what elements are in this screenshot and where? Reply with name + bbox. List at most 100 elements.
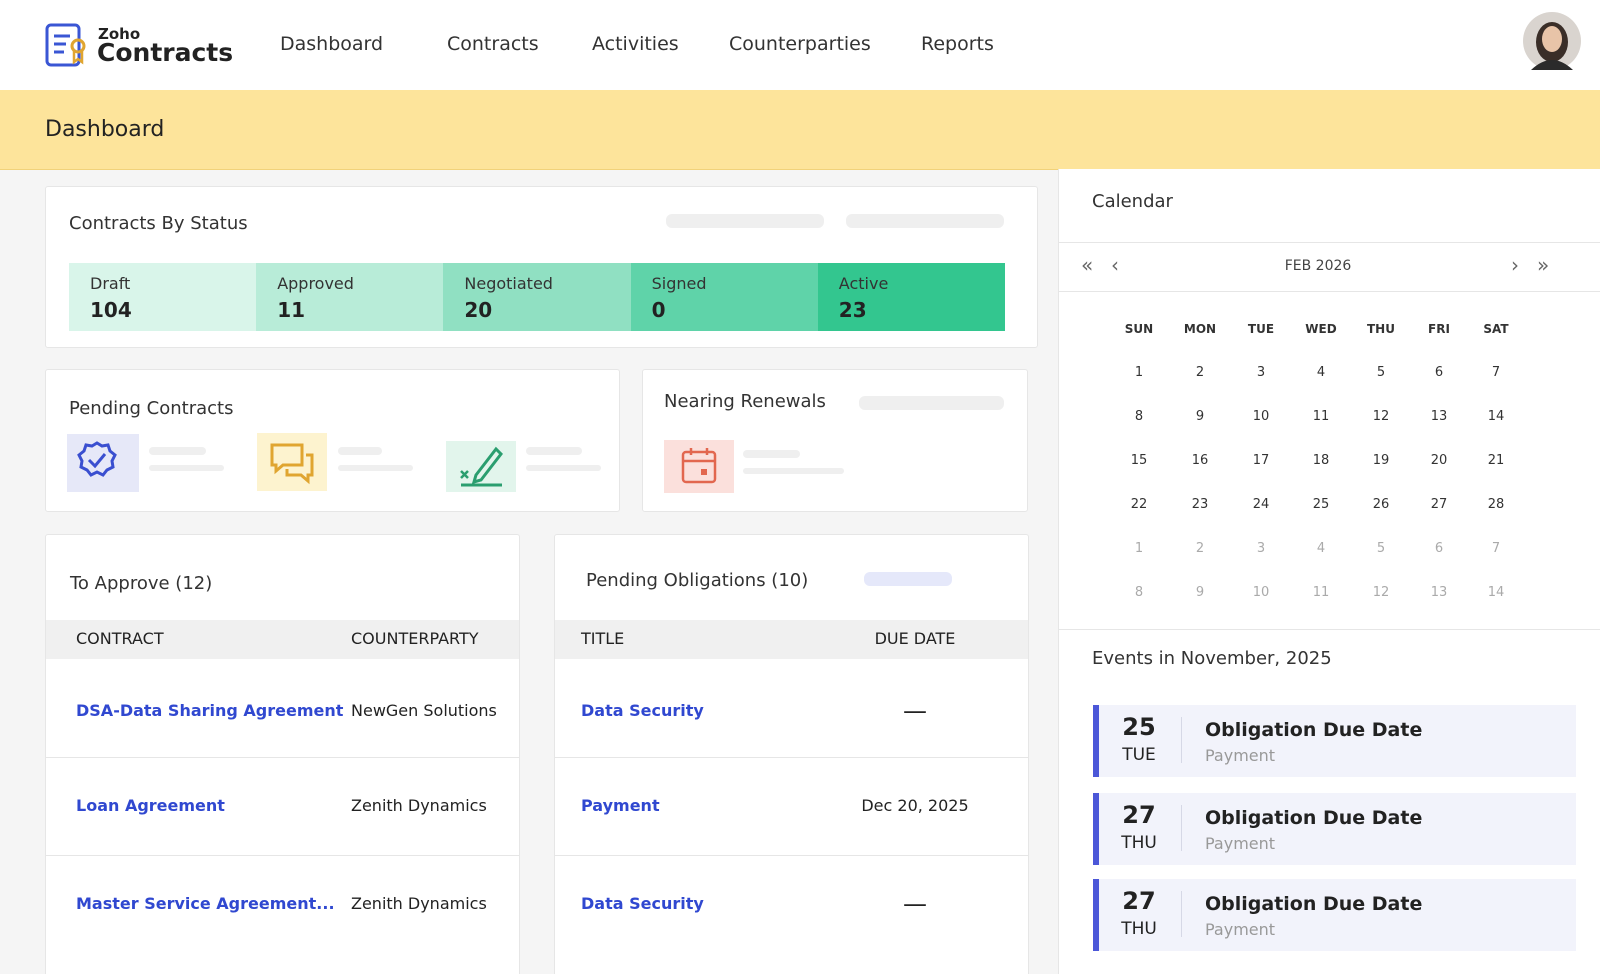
obligations-card: Pending Obligations (10) TITLE DUE DATE Da… [554, 534, 1029, 974]
row-cell: Zenith Dynamics [351, 894, 487, 913]
event-item[interactable]: 27 THU Obligation Due Date Payment [1093, 793, 1576, 865]
column-header: CONTRACT [76, 629, 164, 648]
status-label: Signed [651, 274, 707, 293]
day-cell[interactable]: 13 [1430, 409, 1448, 424]
day-cell[interactable]: 8 [1134, 585, 1144, 600]
row-link[interactable]: Payment [581, 796, 660, 815]
logo-main: Contracts [97, 38, 234, 67]
day-cell[interactable]: 20 [1430, 453, 1448, 468]
day-cell[interactable]: 5 [1376, 541, 1386, 556]
card-title: Contracts By Status [69, 213, 248, 234]
sign-icon[interactable] [446, 441, 516, 492]
day-cell[interactable]: 14 [1487, 409, 1505, 424]
status-segment[interactable]: Signed 0 [630, 263, 818, 331]
comment-icon[interactable] [257, 433, 327, 491]
event-item[interactable]: 25 TUE Obligation Due Date Payment [1093, 705, 1576, 777]
status-segment[interactable]: Approved 11 [256, 263, 444, 331]
day-cell[interactable]: 11 [1312, 409, 1330, 424]
day-cell[interactable]: 16 [1191, 453, 1209, 468]
day-cell[interactable]: 1 [1134, 365, 1144, 380]
event-day: 25 [1122, 713, 1156, 741]
nav-item[interactable]: Contracts [447, 33, 539, 55]
next-year[interactable]: » [1537, 253, 1550, 277]
status-segment[interactable]: Negotiated 20 [443, 263, 631, 331]
skeleton [149, 447, 206, 455]
events-title: Events in November, 2025 [1092, 648, 1332, 669]
weekday: THU [1367, 322, 1395, 336]
row-divider [46, 855, 519, 856]
day-cell[interactable]: 27 [1430, 497, 1448, 512]
nav-item[interactable]: Reports [921, 33, 994, 55]
day-cell[interactable]: 6 [1434, 365, 1444, 380]
day-cell[interactable]: 3 [1256, 541, 1266, 556]
column-header: COUNTERPARTY [351, 629, 479, 648]
status-label: Approved [277, 274, 354, 293]
event-subtitle: Payment [1205, 746, 1276, 765]
day-cell[interactable]: 2 [1195, 541, 1205, 556]
day-cell[interactable]: 15 [1130, 453, 1148, 468]
day-cell[interactable]: 25 [1312, 497, 1330, 512]
skeleton [338, 447, 382, 455]
day-cell[interactable]: 10 [1252, 585, 1270, 600]
day-cell[interactable]: 9 [1195, 409, 1205, 424]
status-count: 23 [838, 298, 867, 322]
day-cell[interactable]: 9 [1195, 585, 1205, 600]
day-cell[interactable]: 22 [1130, 497, 1148, 512]
row-divider [555, 757, 1028, 758]
prev-year[interactable]: « [1081, 253, 1094, 277]
nav-item[interactable]: Activities [592, 33, 679, 55]
event-title: Obligation Due Date [1205, 893, 1423, 915]
card-title: Pending Contracts [69, 398, 234, 419]
day-cell[interactable]: 4 [1316, 365, 1326, 380]
day-cell[interactable]: 17 [1252, 453, 1270, 468]
calendar-icon[interactable] [664, 440, 734, 493]
pending-card: Pending Contracts [45, 369, 620, 512]
event-divider [1181, 717, 1182, 763]
day-cell[interactable]: 21 [1487, 453, 1505, 468]
skeleton [526, 465, 601, 471]
day-cell[interactable]: 6 [1434, 541, 1444, 556]
status-segment[interactable]: Draft 104 [69, 263, 257, 331]
row-link[interactable]: Master Service Agreement... [76, 894, 335, 913]
event-item[interactable]: 27 THU Obligation Due Date Payment [1093, 879, 1576, 951]
nav-item[interactable]: Counterparties [729, 33, 871, 55]
row-cell: Zenith Dynamics [351, 796, 487, 815]
day-cell[interactable]: 14 [1487, 585, 1505, 600]
day-cell[interactable]: 5 [1376, 365, 1386, 380]
day-cell[interactable]: 4 [1316, 541, 1326, 556]
day-cell[interactable]: 11 [1312, 585, 1330, 600]
day-cell[interactable]: 13 [1430, 585, 1448, 600]
row-cell: — [903, 697, 927, 725]
avatar[interactable] [1523, 12, 1581, 70]
day-cell[interactable]: 12 [1372, 409, 1390, 424]
day-cell[interactable]: 7 [1491, 541, 1501, 556]
day-cell[interactable]: 18 [1312, 453, 1330, 468]
status-segment[interactable]: Active 23 [817, 263, 1005, 331]
approve-icon[interactable] [67, 434, 139, 492]
day-cell[interactable]: 2 [1195, 365, 1205, 380]
event-weekday: THU [1121, 833, 1157, 853]
row-link[interactable]: DSA-Data Sharing Agreement [76, 701, 344, 720]
row-link[interactable]: Data Security [581, 894, 704, 913]
day-cell[interactable]: 1 [1134, 541, 1144, 556]
month-label: FEB 2026 [1284, 258, 1352, 274]
day-cell[interactable]: 3 [1256, 365, 1266, 380]
weekday: SAT [1483, 322, 1509, 336]
calendar-title: Calendar [1092, 191, 1173, 212]
day-cell[interactable]: 12 [1372, 585, 1390, 600]
prev-month[interactable]: ‹ [1111, 253, 1119, 277]
day-cell[interactable]: 8 [1134, 409, 1144, 424]
day-cell[interactable]: 10 [1252, 409, 1270, 424]
day-cell[interactable]: 28 [1487, 497, 1505, 512]
next-month[interactable]: › [1511, 253, 1519, 277]
day-cell[interactable]: 19 [1372, 453, 1390, 468]
skeleton [526, 447, 582, 455]
day-cell[interactable]: 26 [1372, 497, 1390, 512]
day-cell[interactable]: 23 [1191, 497, 1209, 512]
row-link[interactable]: Loan Agreement [76, 796, 225, 815]
nav-item[interactable]: Dashboard [280, 33, 384, 55]
row-link[interactable]: Data Security [581, 701, 704, 720]
day-cell[interactable]: 7 [1491, 365, 1501, 380]
weekday: TUE [1247, 322, 1275, 336]
day-cell[interactable]: 24 [1252, 497, 1270, 512]
